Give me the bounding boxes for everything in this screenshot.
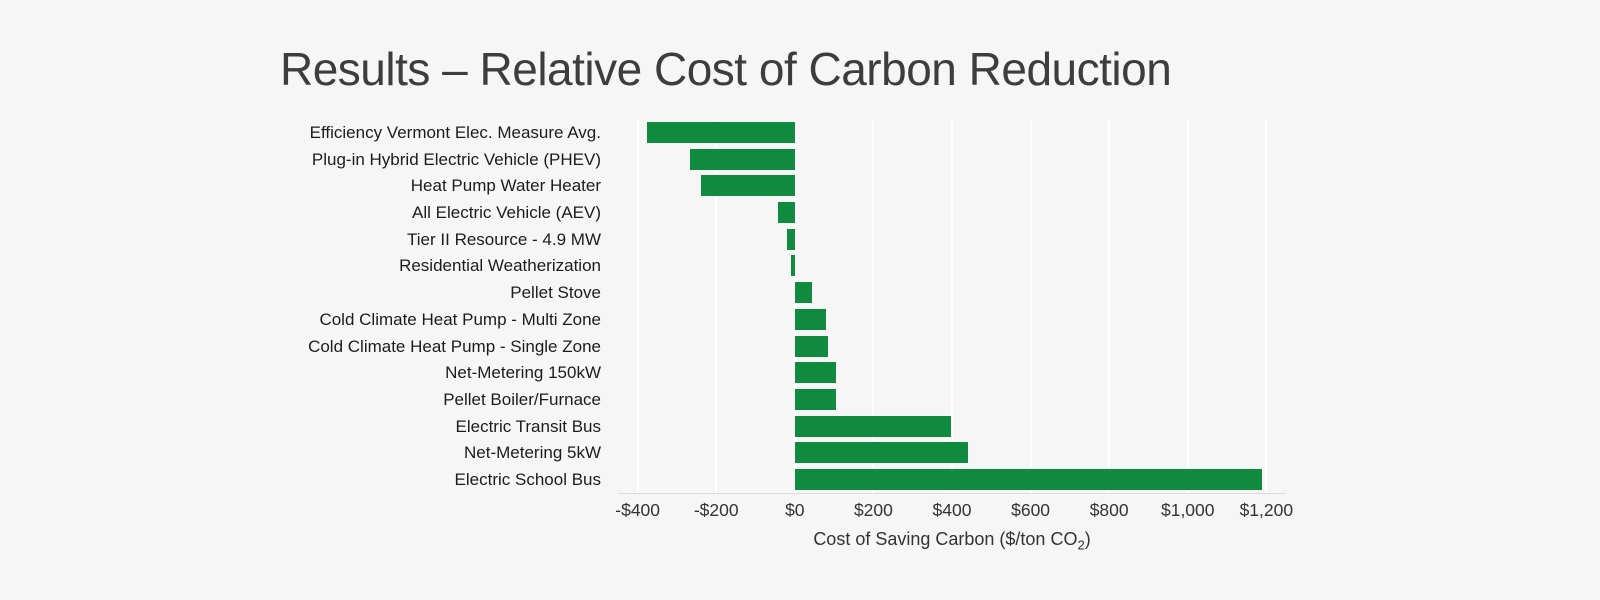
category-label: Cold Climate Heat Pump - Multi Zone <box>319 309 601 329</box>
bar <box>700 175 795 197</box>
grid-line <box>1186 119 1189 493</box>
category-label: Pellet Boiler/Furnace <box>443 390 601 409</box>
grid-line <box>872 119 875 493</box>
x-tick-label: $600 <box>1011 500 1051 520</box>
bar <box>794 415 952 437</box>
category-label: Tier II Resource - 4.9 MW <box>407 229 601 249</box>
grid-line <box>715 119 718 493</box>
x-axis-label-suffix: ) <box>1084 529 1091 549</box>
grid-line <box>951 119 953 493</box>
category-label: Plug-in Hybrid Electric Vehicle (PHEV) <box>311 149 601 169</box>
bar <box>794 389 837 410</box>
x-axis-label-subscript: 2 <box>1077 537 1085 553</box>
x-tick-label: $800 <box>1089 500 1129 520</box>
bar <box>786 228 795 250</box>
bar <box>794 335 828 357</box>
bar <box>794 282 813 304</box>
bar <box>794 469 1263 491</box>
bar <box>791 255 795 277</box>
category-label: Electric School Bus <box>454 470 601 490</box>
bar <box>647 121 795 143</box>
bar <box>794 442 968 464</box>
category-label: Pellet Stove <box>510 283 601 303</box>
grid-line <box>1265 119 1268 493</box>
bar <box>689 148 795 170</box>
x-axis-line <box>618 493 1286 494</box>
category-label: Heat Pump Water Heater <box>410 176 601 196</box>
x-tick-label: $1,000 <box>1160 500 1215 520</box>
category-label: Efficiency Vermont Elec. Measure Avg. <box>309 122 601 142</box>
x-axis-label: Cost of Saving Carbon ($/ton CO2) <box>618 529 1286 553</box>
x-tick-label: $400 <box>932 500 972 520</box>
x-tick-label: $0 <box>785 500 805 520</box>
category-label: All Electric Vehicle (AEV) <box>412 203 601 222</box>
category-label: Net-Metering 5kW <box>464 443 601 463</box>
chart-title: Results – Relative Cost of Carbon Reduct… <box>280 43 1172 95</box>
grid-line <box>636 119 639 493</box>
grid-line <box>793 119 796 493</box>
category-label: Residential Weatherization <box>399 256 601 276</box>
x-tick-label: -$400 <box>615 500 661 520</box>
grid-line <box>1029 119 1032 493</box>
x-tick-label: $200 <box>853 500 893 520</box>
grid-line <box>1108 119 1111 493</box>
bar <box>794 362 836 384</box>
bar <box>794 308 826 330</box>
x-tick-label: $1,200 <box>1239 500 1294 520</box>
category-label: Electric Transit Bus <box>455 416 602 436</box>
x-tick-label: -$200 <box>693 500 739 520</box>
category-label: Cold Climate Heat Pump - Single Zone <box>308 336 601 356</box>
bar <box>778 202 795 223</box>
x-axis-label-text: Cost of Saving Carbon ($/ton CO <box>813 529 1078 549</box>
category-label: Net-Metering 150kW <box>445 363 601 383</box>
